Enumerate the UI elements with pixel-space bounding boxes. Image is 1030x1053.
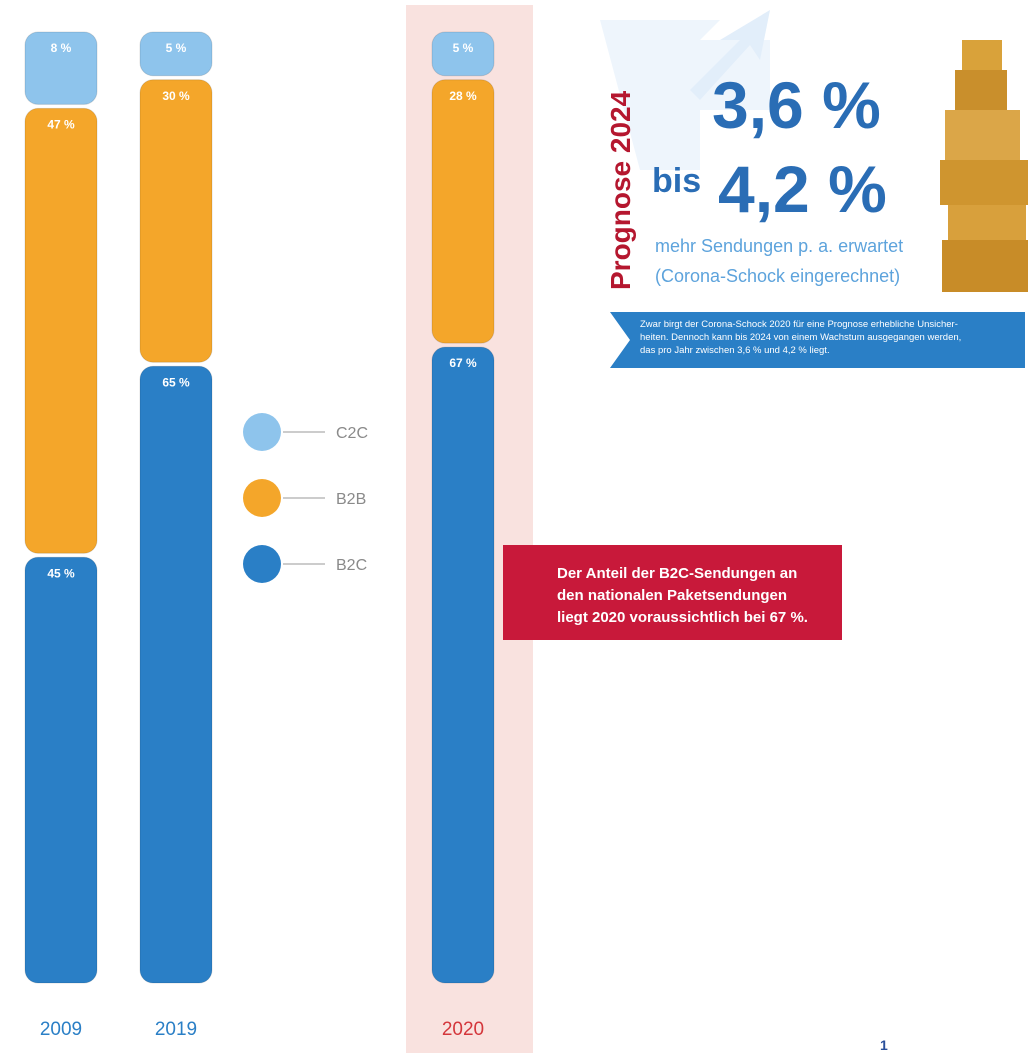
x-tick-label: 2009 xyxy=(40,1019,82,1040)
value-label: 45 % xyxy=(47,566,75,580)
bar-segment xyxy=(431,79,495,344)
value-label: 67 % xyxy=(449,356,477,370)
bar-segment xyxy=(24,107,98,554)
value-label: 30 % xyxy=(162,89,190,103)
parcels xyxy=(940,40,1028,292)
x-tick-label: 2019 xyxy=(155,1019,197,1040)
value-label: 5 % xyxy=(453,41,474,55)
note-text: das pro Jahr zwischen 3,6 % und 4,2 % li… xyxy=(640,345,830,356)
arrow-bg xyxy=(690,10,770,100)
bar-segment xyxy=(24,31,98,105)
value-label: 65 % xyxy=(162,375,190,389)
annotation-text: liegt 2020 voraussichtlich bei 67 %. xyxy=(557,609,808,626)
note-banner xyxy=(610,312,1025,368)
value-label: 8 % xyxy=(51,41,72,55)
value-label: 47 % xyxy=(47,117,75,131)
page-number: 1 xyxy=(880,1037,888,1053)
value-label: 5 % xyxy=(166,41,187,55)
bar-segment xyxy=(431,346,495,984)
legend-label: B2C xyxy=(336,557,367,574)
legend-swatch xyxy=(243,479,281,517)
annotation-text: den nationalen Paketsendungen xyxy=(557,587,787,604)
bar-segment xyxy=(139,31,213,77)
value-label: 28 % xyxy=(449,89,477,103)
forecast-title: Prognose 2024 xyxy=(605,90,636,290)
forecast-low: 3,6 % xyxy=(712,68,881,142)
forecast-connector: bis xyxy=(652,162,701,200)
bar-segment xyxy=(431,31,495,77)
legend-swatch xyxy=(243,413,281,451)
forecast-high: 4,2 % xyxy=(718,152,887,226)
note-text: heiten. Dennoch kann bis 2024 von einem … xyxy=(640,332,961,343)
forecast-caption: (Corona-Schock eingerechnet) xyxy=(655,266,900,286)
legend-label: B2B xyxy=(336,491,366,508)
bar-segment xyxy=(24,556,98,984)
note-text: Zwar birgt der Corona-Schock 2020 für ei… xyxy=(640,319,958,330)
legend-swatch xyxy=(243,545,281,583)
legend-label: C2C xyxy=(336,425,368,442)
annotation-text: Der Anteil der B2C-Sendungen an xyxy=(557,565,797,582)
bar-segment xyxy=(139,365,213,984)
bar-segment xyxy=(139,79,213,363)
forecast-caption: mehr Sendungen p. a. erwartet xyxy=(655,236,903,256)
annotation-box xyxy=(503,545,842,640)
x-tick-label: 2020 xyxy=(442,1019,484,1040)
